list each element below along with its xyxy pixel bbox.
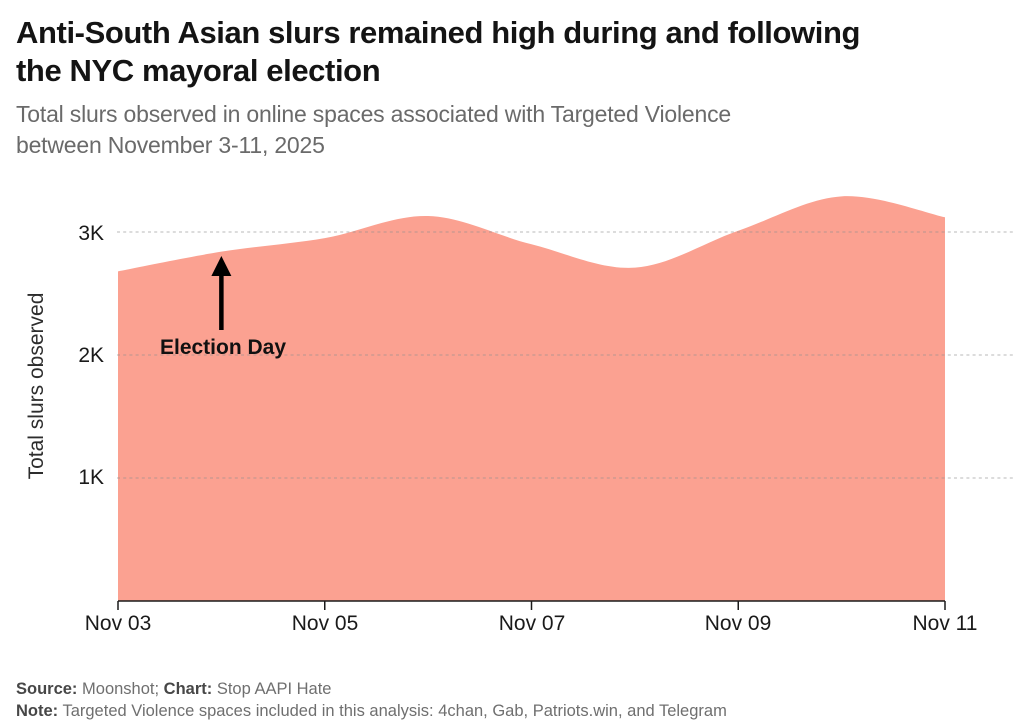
x-tick-label-nov05: Nov 05 — [291, 612, 359, 635]
chart-subtitle: Total slurs observed in online spaces as… — [16, 99, 976, 161]
area-series-total-slurs — [118, 196, 945, 601]
chart-credit-label: Chart: — [163, 680, 213, 698]
chart-title: Anti-South Asian slurs remained high dur… — [16, 14, 1006, 90]
x-tick-label-nov11: Nov 11 — [912, 612, 978, 635]
footer-note-line: Note: Targeted Violence spaces included … — [16, 700, 1006, 722]
y-tick-label-3k: 3K — [78, 222, 104, 245]
chart-title-line-1: Anti-South Asian slurs remained high dur… — [16, 15, 861, 50]
x-tick-label-nov07: Nov 07 — [498, 612, 566, 635]
chart-title-line-2: the NYC mayoral election — [16, 53, 381, 88]
x-tick-label-nov09: Nov 09 — [704, 612, 772, 635]
y-tick-label-2k: 2K — [78, 344, 104, 367]
chart-credit-value: Stop AAPI Hate — [212, 680, 332, 698]
area-chart-plot — [117, 196, 1015, 610]
chart-subtitle-line-1: Total slurs observed in online spaces as… — [16, 101, 731, 127]
footer-source-line: Source: Moonshot; Chart: Stop AAPI Hate — [16, 678, 1006, 700]
chart-subtitle-line-2: between November 3-11, 2025 — [16, 132, 325, 158]
election-day-annotation: Election Day — [159, 336, 287, 359]
source-value: Moonshot; — [77, 680, 164, 698]
source-label: Source: — [16, 680, 78, 698]
y-axis-title: Total slurs observed — [25, 292, 48, 480]
y-tick-label-1k: 1K — [78, 466, 104, 489]
note-value: Targeted Violence spaces included in thi… — [58, 702, 727, 720]
note-label: Note: — [16, 702, 59, 720]
x-tick-label-nov03: Nov 03 — [84, 612, 152, 635]
election-day-arrow-head — [211, 256, 232, 276]
